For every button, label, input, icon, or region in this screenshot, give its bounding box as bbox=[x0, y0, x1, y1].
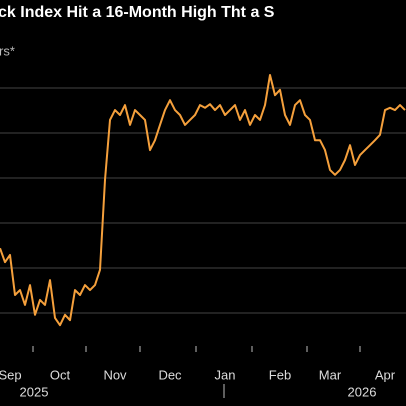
x-tick-label: Sep bbox=[0, 367, 22, 382]
axis-ticks bbox=[32, 346, 361, 398]
x-tick-label: Jan bbox=[215, 367, 236, 382]
year-label: 2026 bbox=[348, 384, 377, 399]
x-tick-label: Oct bbox=[50, 367, 71, 382]
year-label: 2025 bbox=[20, 384, 49, 399]
chart-title: ck Index Hit a 16-Month High Tht a S bbox=[0, 4, 275, 21]
chart-subtitle: rs* bbox=[0, 43, 15, 58]
line-series bbox=[0, 73, 406, 327]
x-tick-label: Nov bbox=[103, 367, 127, 382]
x-tick-label: Mar bbox=[319, 367, 342, 382]
x-tick-label: Apr bbox=[375, 367, 396, 382]
x-tick-label: Dec bbox=[158, 367, 182, 382]
x-tick-label: Feb bbox=[269, 367, 291, 382]
